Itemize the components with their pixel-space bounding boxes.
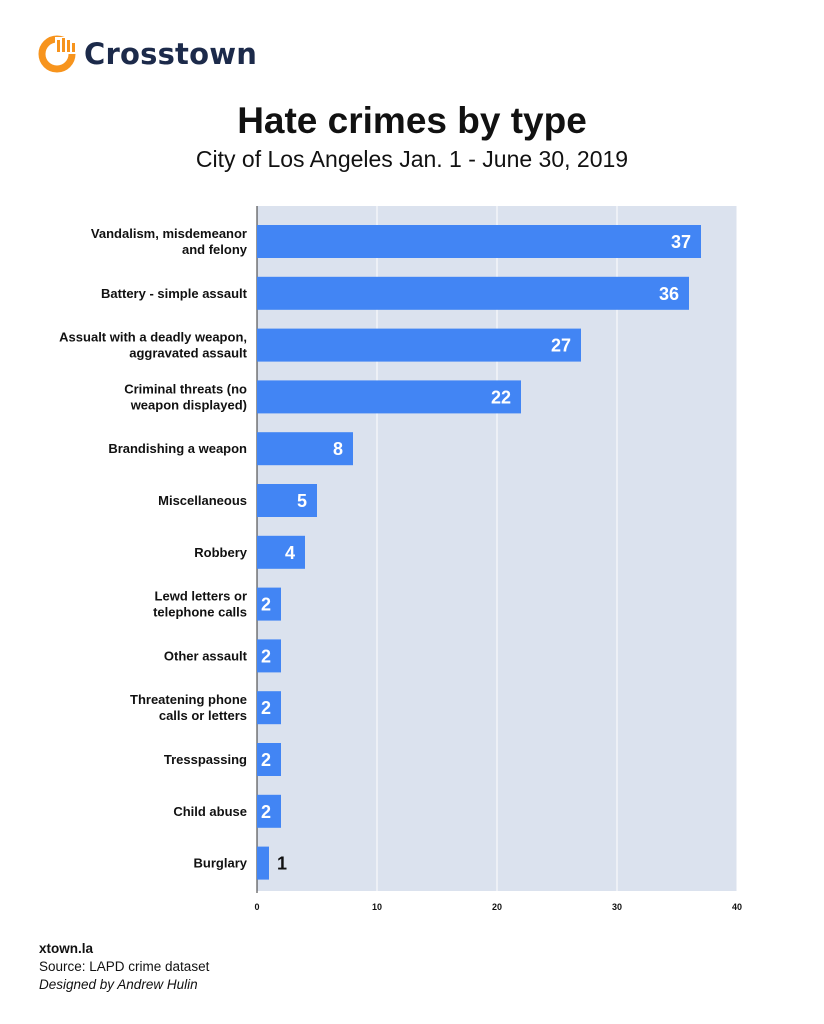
category-label: Battery - simple assault xyxy=(101,286,248,301)
data-label: 2 xyxy=(261,802,271,822)
data-label: 37 xyxy=(671,232,691,252)
bar xyxy=(257,587,281,621)
category-label: aggravated assault xyxy=(129,346,247,361)
category-label: Assualt with a deadly weapon, xyxy=(59,330,247,345)
category-label: Threatening phone xyxy=(130,692,247,707)
footer-site: xtown.la xyxy=(39,941,94,956)
data-label: 2 xyxy=(261,750,271,770)
bar xyxy=(257,225,701,258)
category-label: telephone calls xyxy=(153,605,247,620)
x-tick-label: 0 xyxy=(254,902,259,912)
bar xyxy=(257,639,281,673)
category-label: Brandishing a weapon xyxy=(108,441,247,456)
data-label: 1 xyxy=(277,854,287,874)
crosstown-logo-icon xyxy=(38,35,76,73)
crosstown-logo: Crosstown xyxy=(38,34,257,74)
bar xyxy=(257,691,281,725)
x-tick-label: 30 xyxy=(612,902,622,912)
bar xyxy=(257,432,353,466)
data-label: 4 xyxy=(285,543,295,563)
category-label: calls or letters xyxy=(159,708,247,723)
x-tick-label: 10 xyxy=(372,902,382,912)
category-label: Criminal threats (no xyxy=(124,381,247,396)
bar xyxy=(257,846,269,880)
data-label: 5 xyxy=(297,491,307,511)
category-label: weapon displayed) xyxy=(130,397,247,412)
data-label: 27 xyxy=(551,336,571,356)
footer: xtown.la Source: LAPD crime dataset Desi… xyxy=(39,940,209,994)
category-label: and felony xyxy=(182,242,248,257)
bar xyxy=(257,484,317,517)
bar xyxy=(257,535,305,569)
data-label: 8 xyxy=(333,439,343,459)
category-label: Other assault xyxy=(164,648,248,663)
category-label: Vandalism, misdemeanor xyxy=(91,226,247,241)
category-label: Tresspassing xyxy=(164,752,247,767)
category-label: Robbery xyxy=(194,545,248,560)
data-label: 36 xyxy=(659,284,679,304)
chart-subtitle: City of Los Angeles Jan. 1 - June 30, 20… xyxy=(195,146,629,172)
bar xyxy=(257,328,581,362)
chart-title: Hate crimes by type xyxy=(237,100,587,141)
category-label: Burglary xyxy=(194,856,248,871)
bar xyxy=(257,276,689,310)
x-tick-label: 40 xyxy=(732,902,742,912)
category-label: Miscellaneous xyxy=(158,493,247,508)
bar xyxy=(257,380,521,414)
footer-credit: Designed by Andrew Hulin xyxy=(39,977,198,992)
data-label: 2 xyxy=(261,698,271,718)
data-label: 22 xyxy=(491,387,511,407)
bar xyxy=(257,743,281,776)
data-label: 2 xyxy=(261,646,271,666)
category-label: Child abuse xyxy=(173,804,247,819)
data-label: 2 xyxy=(261,595,271,615)
brand-name: Crosstown xyxy=(84,37,258,71)
bar xyxy=(257,794,281,828)
category-label: Lewd letters or xyxy=(155,589,247,604)
footer-source: Source: LAPD crime dataset xyxy=(39,959,210,974)
x-tick-label: 20 xyxy=(492,902,502,912)
